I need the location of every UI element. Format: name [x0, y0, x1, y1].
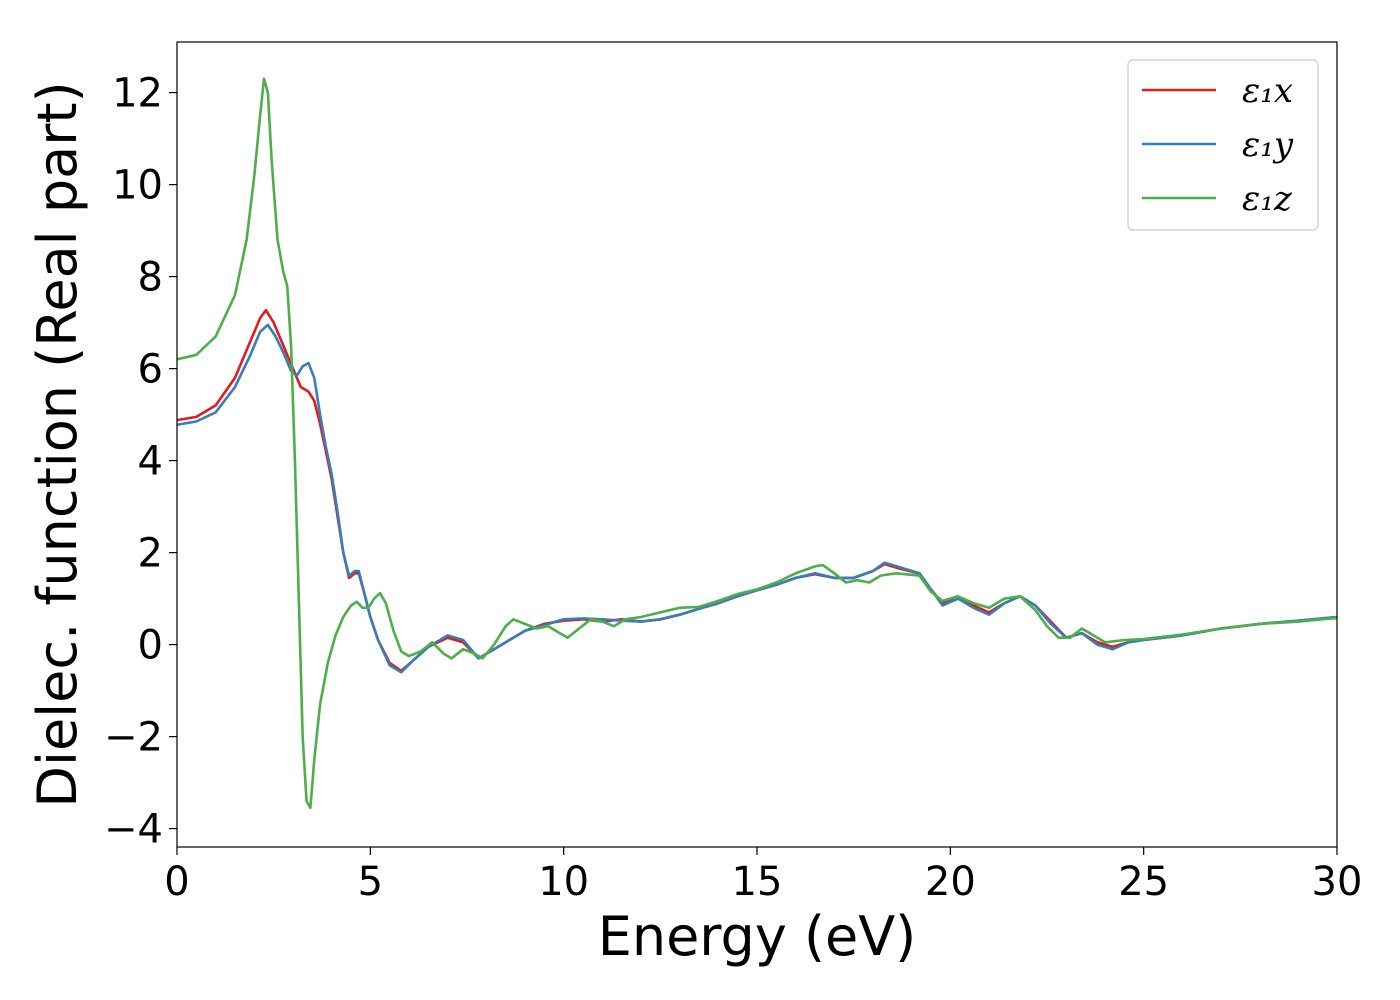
y-tick-label: 10: [112, 163, 163, 209]
x-axis-title: Energy (eV): [598, 905, 917, 968]
legend: ε₁x ε₁y ε₁z: [1127, 59, 1319, 231]
y-tick-label: 0: [138, 623, 163, 669]
legend-label: ε₁z: [1242, 179, 1293, 219]
y-tick-label: 8: [138, 255, 163, 301]
legend-label: ε₁x: [1242, 71, 1293, 111]
legend-label: ε₁y: [1242, 125, 1294, 165]
y-tick-label: 2: [138, 531, 163, 577]
y-axis-title: Dielec. function (Real part): [26, 81, 89, 807]
x-tick-label: 20: [925, 859, 976, 905]
x-tick-label: 10: [538, 859, 589, 905]
x-tick-label: 0: [164, 859, 189, 905]
y-tick-label: 12: [112, 71, 163, 117]
y-tick-label: −2: [104, 715, 163, 761]
y-tick-label: −4: [104, 807, 163, 853]
x-axis-ticks: 0 5 10 15 20 25 30: [164, 847, 1362, 905]
x-tick-label: 25: [1118, 859, 1169, 905]
x-tick-label: 30: [1312, 859, 1363, 905]
legend-box: [1127, 59, 1319, 231]
y-axis-ticks: −4 −2 0 2 4 6 8 10 12: [104, 71, 177, 853]
y-tick-label: 6: [138, 347, 163, 393]
x-tick-label: 5: [358, 859, 383, 905]
y-tick-label: 4: [138, 439, 163, 485]
series-lines: [176, 77, 1338, 810]
plot-frame: [176, 41, 1338, 848]
series-line-3: [176, 77, 1338, 810]
x-tick-label: 15: [732, 859, 783, 905]
